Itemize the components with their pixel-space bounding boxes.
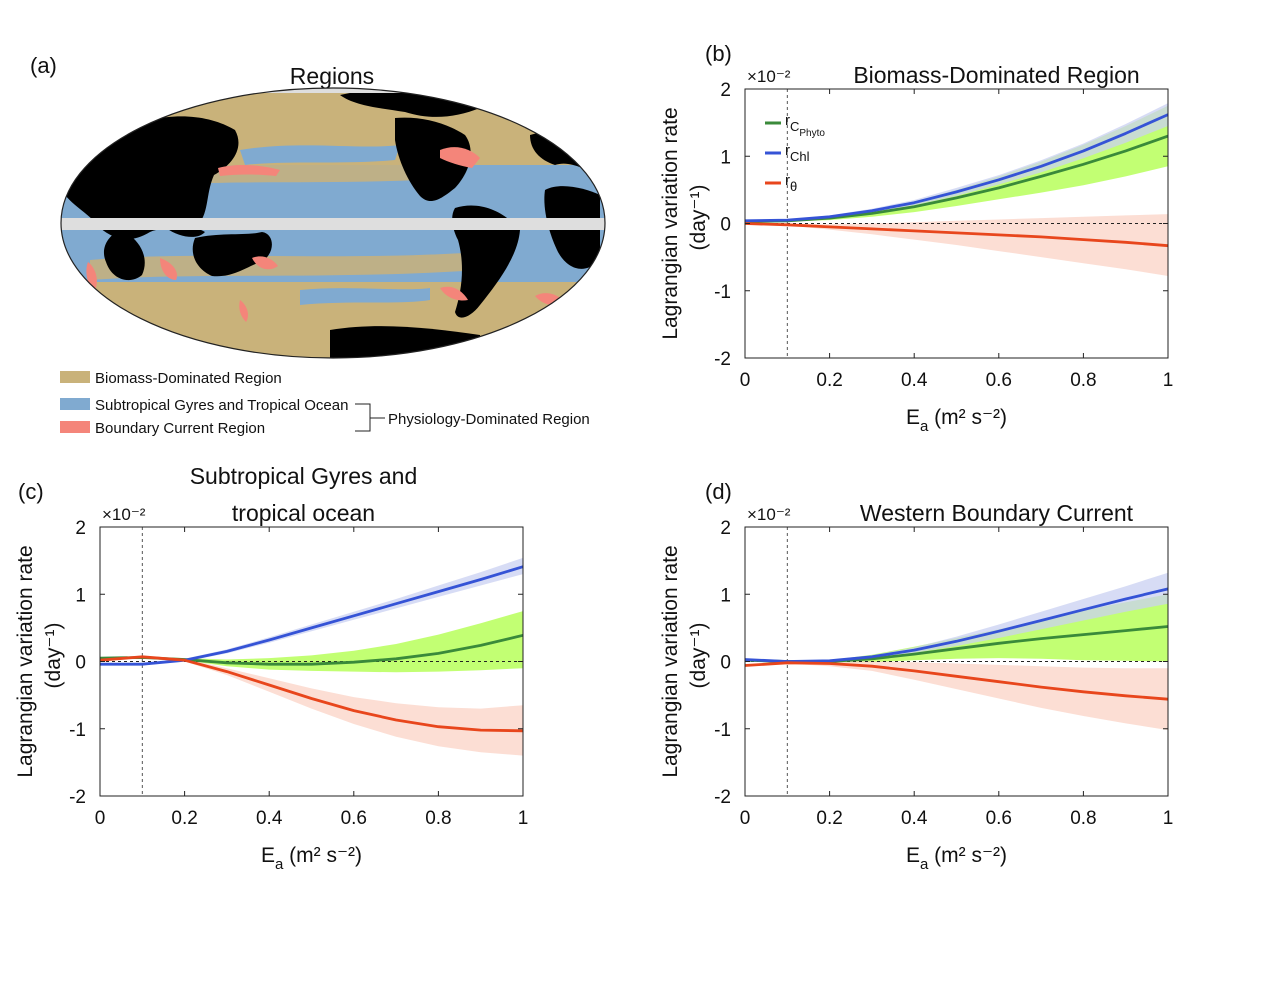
uncertainty-band-theta: [745, 660, 1168, 731]
series-line-theta: [99, 655, 524, 733]
y-tick-label: 2: [75, 518, 86, 539]
series-line-chl: [744, 113, 1169, 223]
y-tick-label: 0: [720, 653, 731, 674]
x-tick-label: 0: [740, 808, 751, 829]
x-axis-label: Ea (m² s⁻²): [261, 844, 362, 873]
x-tick-label: 0: [95, 808, 106, 829]
legend-bracket: [355, 403, 385, 432]
y-axis-label-line1: Lagrangian variation rate: [659, 545, 682, 777]
series-line-chl: [744, 587, 1169, 663]
legend-label-theta: rθ: [785, 172, 797, 194]
x-tick-label: 0.4: [901, 370, 928, 391]
x-tick-label: 1: [518, 808, 529, 829]
x-tick-label: 0: [740, 370, 751, 391]
legend-label-c-phyto: rCPhyto: [785, 112, 825, 139]
legend-label-gyres: Subtropical Gyres and Tropical Ocean: [95, 397, 348, 414]
x-tick-label: 0.8: [425, 808, 451, 829]
x-tick-label: 0.4: [256, 808, 283, 829]
panel-label: (b): [705, 41, 732, 66]
legend-label-chl: rChl: [785, 142, 810, 164]
legend-swatch-gyres: [60, 398, 90, 410]
y-tick-label: -2: [714, 787, 731, 808]
x-tick-label: 0.6: [986, 370, 1012, 391]
world-map: [61, 88, 605, 358]
chart-title: Western Boundary Current: [860, 500, 1134, 526]
chart-title: Biomass-Dominated Region: [853, 62, 1139, 88]
uncertainty-band-c-phyto: [745, 594, 1168, 663]
map-title: Regions: [290, 63, 374, 89]
legend-swatch-biomass: [60, 371, 90, 383]
x-tick-label: 0.8: [1070, 808, 1096, 829]
y-tick-label: 1: [75, 585, 86, 606]
x-tick-label: 0.8: [1070, 370, 1096, 391]
y-axis-label-line2: (day⁻¹): [687, 623, 710, 689]
uncertainty-band-chl: [745, 572, 1168, 663]
panel-label: (c): [18, 479, 44, 504]
legend-group-label: Physiology-Dominated Region: [388, 411, 590, 428]
y-tick-label: 0: [75, 653, 86, 674]
x-tick-label: 0.2: [816, 808, 842, 829]
x-tick-label: 0.2: [816, 370, 842, 391]
legend-swatch-boundary: [60, 421, 90, 433]
y-tick-label: -1: [69, 720, 86, 741]
series-line-theta: [744, 222, 1169, 248]
uncertainty-band-theta: [745, 214, 1168, 276]
x-tick-label: 0.6: [341, 808, 367, 829]
y-tick-label: -1: [714, 720, 731, 741]
x-axis-label: Ea (m² s⁻²): [906, 406, 1007, 435]
y-axis-label-line2: (day⁻¹): [687, 185, 710, 251]
y-scale-label: ×10⁻²: [747, 67, 791, 86]
x-tick-label: 1: [1163, 370, 1174, 391]
chart-title-line: Subtropical Gyres and: [190, 463, 418, 489]
y-tick-label: 2: [720, 518, 731, 539]
panel-label-a: (a): [30, 53, 57, 78]
y-tick-label: -2: [69, 787, 86, 808]
y-tick-label: 1: [720, 585, 731, 606]
series-line-theta: [744, 661, 1169, 701]
y-axis-label-line1: Lagrangian variation rate: [14, 545, 37, 777]
y-tick-label: -2: [714, 349, 731, 370]
series-line-chl: [100, 565, 524, 666]
chart-panel-b: (b) Biomass-Dominated Region ×10⁻² 0 0.2 0.4 0…: [659, 41, 1173, 435]
map-panel: (a) Regions: [30, 53, 606, 437]
y-tick-label: 0: [720, 215, 731, 236]
y-axis-label-line2: (day⁻¹): [42, 623, 65, 689]
x-tick-label: 0.4: [901, 808, 928, 829]
y-axis-label-line1: Lagrangian variation rate: [659, 107, 682, 339]
panel-label: (d): [705, 479, 732, 504]
y-tick-label: 2: [720, 80, 731, 101]
x-tick-label: 0.6: [986, 808, 1012, 829]
legend-label-biomass: Biomass-Dominated Region: [95, 370, 282, 387]
y-tick-label: 1: [720, 147, 731, 168]
x-tick-label: 0.2: [171, 808, 197, 829]
y-tick-label: -1: [714, 282, 731, 303]
legend-label-boundary: Boundary Current Region: [95, 420, 265, 437]
chart-title-line: tropical ocean: [232, 500, 375, 526]
chart-panel-d: (d) Western Boundary Current ×10⁻² 0 0.2 0.4 0…: [659, 479, 1173, 873]
map-outline: [60, 87, 606, 359]
uncertainty-band-theta: [100, 656, 523, 756]
x-axis-label: Ea (m² s⁻²): [906, 844, 1007, 873]
chart-panel-c: (c) Subtropical Gyres and tropical ocean ×1…: [14, 463, 528, 873]
map-legend: Biomass-Dominated Region Subtropical Gyr…: [60, 370, 590, 437]
x-tick-label: 1: [1163, 808, 1174, 829]
y-scale-label: ×10⁻²: [102, 505, 146, 524]
y-scale-label: ×10⁻²: [747, 505, 791, 524]
